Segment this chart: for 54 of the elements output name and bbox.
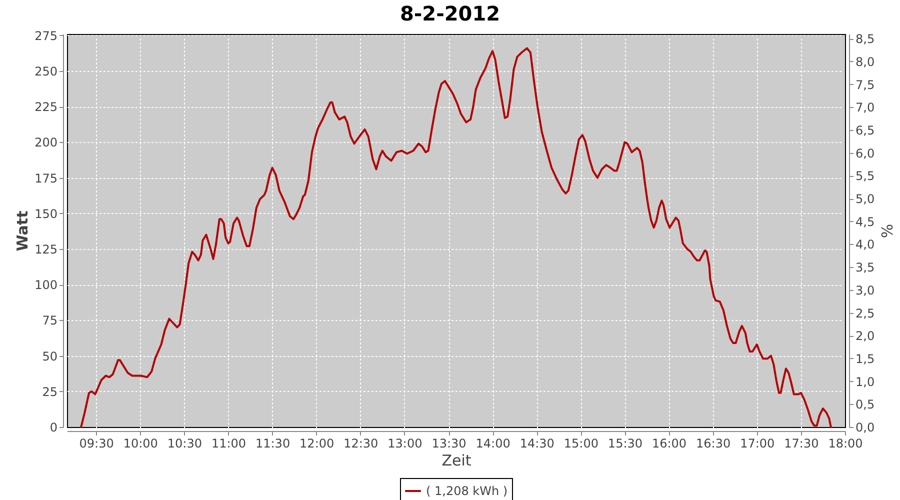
x-tick-label: 15:30	[608, 436, 643, 450]
y-tick-label: 75	[42, 314, 58, 328]
x-tick-label: 10:00	[123, 436, 158, 450]
line-series	[80, 47, 832, 428]
x-tick-label: 16:00	[652, 436, 687, 450]
y-axis-title: Watt	[14, 210, 32, 252]
x-axis-title: Zeit	[442, 452, 472, 470]
x-tick-label: 12:30	[344, 436, 378, 450]
y2-tick-label: 4,5	[856, 214, 875, 229]
y2-tick-label: 6,5	[856, 123, 875, 138]
x-tick-label: 15:00	[564, 436, 598, 450]
x-tick-label: 11:30	[255, 436, 290, 450]
x-tick-label: 13:00	[388, 436, 422, 450]
y2-tick-label: 5,5	[856, 169, 875, 184]
y-tick-label: 50	[42, 349, 58, 364]
y-tick-label: 275	[34, 28, 58, 43]
y-tick-label: 250	[34, 64, 58, 79]
x-tick-label: 14:30	[520, 436, 554, 450]
y-tick-label: 25	[42, 384, 58, 399]
y-tick-label: 0	[50, 420, 58, 434]
x-tick-label: 17:30	[784, 436, 819, 450]
y-tick-label: 100	[34, 278, 58, 292]
x-tick-label: 18:00	[828, 436, 863, 450]
x-tick-label: 12:00	[300, 436, 334, 450]
y2-tick-label: 1,5	[856, 352, 875, 366]
x-tick-label: 10:30	[167, 436, 202, 450]
y2-tick-label: 0,0	[856, 420, 875, 434]
y-tick-label: 175	[34, 171, 58, 186]
y2-tick-label: 0,5	[856, 398, 875, 412]
y2-axis-title: %	[878, 224, 896, 238]
y2-tick-label: 7,5	[856, 78, 875, 92]
y-tick-label: 225	[34, 100, 58, 114]
y2-tick-label: 5,0	[856, 192, 875, 206]
x-tick-label: 11:00	[211, 436, 246, 450]
y2-tick-label: 4,0	[856, 238, 875, 252]
y2-tick-label: 6,0	[856, 146, 875, 160]
y2-tick-label: 2,0	[856, 329, 875, 344]
y2-tick-label: 2,5	[856, 306, 875, 320]
legend-label: ( 1,208 kWh )	[426, 484, 508, 498]
x-tick-label: 13:30	[432, 436, 466, 450]
y-tick-label: 150	[34, 206, 58, 221]
x-tick-label: 17:00	[740, 436, 775, 450]
y2-tick-label: 8,0	[856, 54, 875, 69]
x-tick-label: 14:00	[476, 436, 510, 450]
x-tick-label: 16:30	[696, 436, 731, 450]
y-tick-label: 200	[34, 136, 58, 150]
y2-tick-label: 3,5	[856, 260, 875, 275]
y2-tick-label: 8,5	[856, 32, 875, 46]
y2-tick-label: 3,0	[856, 283, 875, 298]
chart-title: 8-2-2012	[400, 1, 500, 26]
y-tick-label: 125	[34, 242, 58, 257]
y2-tick-label: 7,0	[856, 100, 875, 115]
y2-tick-label: 1,0	[856, 374, 875, 389]
x-tick-label: 09:30	[79, 436, 114, 450]
